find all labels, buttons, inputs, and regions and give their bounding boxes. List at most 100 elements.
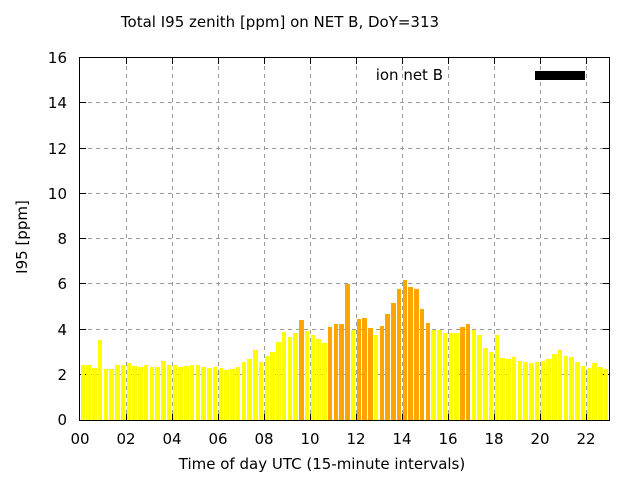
bar-04:15 — [178, 366, 183, 420]
x-tick-top — [126, 58, 127, 64]
y-tick-label-10: 10 — [47, 184, 67, 203]
gridline-horizontal — [80, 373, 609, 375]
gridline-horizontal — [80, 192, 609, 194]
bar-04:30 — [184, 365, 189, 420]
x-tick-label-16: 16 — [438, 430, 458, 448]
y-tick-right — [603, 238, 609, 239]
bar-18:45 — [511, 356, 517, 420]
y-tick-right — [603, 102, 609, 104]
gridline-horizontal — [80, 238, 609, 239]
x-tick-bottom — [402, 414, 403, 420]
bar-12:30 — [368, 328, 373, 420]
bar-19:30 — [529, 363, 534, 420]
bar-12:15 — [362, 318, 367, 420]
bar-16:30 — [460, 327, 465, 420]
bar-10:45 — [327, 327, 333, 420]
x-tick-label-12: 12 — [346, 430, 366, 448]
bar-00:15 — [86, 364, 91, 420]
x-tick-bottom — [540, 414, 541, 420]
bar-21:30 — [575, 362, 580, 420]
bar-15:15 — [431, 329, 436, 420]
gridline-vertical — [310, 58, 311, 420]
x-tick-label-08: 08 — [254, 430, 274, 448]
gridline-vertical — [448, 58, 449, 420]
bar-19:15 — [523, 362, 528, 420]
gridline-vertical — [264, 58, 265, 420]
chart-title: Total I95 zenith [ppm] on NET B, DoY=313 — [120, 13, 440, 31]
bar-07:45 — [258, 362, 264, 420]
x-tick-top — [494, 58, 495, 64]
bar-19:00 — [517, 361, 523, 420]
x-tick-bottom — [264, 414, 265, 420]
bar-08:15 — [270, 352, 275, 420]
y-tick-label-16: 16 — [47, 49, 67, 67]
x-tick-label-18: 18 — [484, 430, 504, 448]
bar-20:00 — [540, 361, 546, 420]
bar-17:15 — [477, 335, 482, 420]
x-tick-bottom — [356, 414, 357, 420]
x-tick-bottom — [126, 414, 127, 420]
gridline-vertical — [586, 58, 587, 420]
y-tick-label-6: 6 — [57, 275, 67, 294]
x-tick-bottom — [494, 414, 495, 420]
bar-02:00 — [126, 363, 132, 420]
bar-12:00 — [356, 319, 362, 420]
bar-06:00 — [218, 367, 224, 420]
bar-14:00 — [402, 279, 408, 420]
bar-22:00 — [586, 367, 592, 420]
gridline-vertical — [172, 58, 173, 420]
bar-09:45 — [304, 330, 310, 420]
bar-04:00 — [172, 364, 178, 420]
x-axis-title: Time of day UTC (15-minute intervals) — [178, 455, 466, 473]
y-tick-right — [603, 147, 609, 149]
bar-21:15 — [569, 356, 574, 420]
bar-07:30 — [253, 349, 258, 420]
x-tick-bottom — [172, 414, 173, 420]
x-tick-label-22: 22 — [576, 430, 596, 448]
bar-02:45 — [143, 364, 149, 420]
bar-05:00 — [195, 364, 201, 420]
bar-02:30 — [138, 366, 143, 420]
bar-13:45 — [396, 288, 402, 420]
bar-16:00 — [448, 332, 454, 420]
bar-09:15 — [293, 332, 298, 420]
bar-07:00 — [241, 362, 247, 420]
bar-14:45 — [419, 309, 425, 420]
x-tick-top — [172, 58, 173, 64]
bar-09:30 — [299, 320, 304, 420]
bar-11:00 — [333, 323, 339, 420]
gridline-vertical — [356, 58, 357, 420]
bar-00:30 — [92, 367, 97, 420]
x-tick-top — [540, 58, 541, 64]
bar-00:00 — [80, 364, 86, 420]
x-tick-label-04: 04 — [162, 430, 182, 448]
bar-10:00 — [310, 335, 316, 420]
gridline-horizontal — [80, 283, 609, 285]
gridline-vertical — [218, 58, 219, 420]
bar-16:15 — [454, 332, 459, 420]
bar-13:30 — [391, 303, 396, 420]
bar-03:45 — [166, 364, 172, 420]
bar-18:00 — [494, 335, 500, 420]
bar-20:30 — [552, 354, 557, 420]
bar-16:45 — [465, 323, 471, 420]
bar-04:45 — [189, 364, 195, 420]
bar-05:45 — [212, 366, 218, 420]
bar-22:15 — [592, 363, 597, 420]
y-tick-label-2: 2 — [57, 365, 67, 384]
bar-09:00 — [287, 337, 293, 420]
bar-15:00 — [425, 322, 431, 420]
bar-06:15 — [224, 370, 229, 420]
gridline-horizontal — [80, 328, 609, 330]
bar-02:15 — [132, 365, 137, 420]
legend-label: ion net B — [375, 66, 443, 84]
legend-swatch — [535, 71, 585, 80]
y-tick-left — [80, 102, 86, 104]
bar-01:15 — [109, 369, 114, 420]
gridline-horizontal — [80, 147, 609, 149]
y-tick-right — [603, 328, 609, 330]
bar-21:00 — [563, 355, 569, 420]
bar-21:45 — [580, 365, 586, 420]
x-tick-top — [402, 58, 403, 64]
x-tick-top — [264, 58, 265, 64]
